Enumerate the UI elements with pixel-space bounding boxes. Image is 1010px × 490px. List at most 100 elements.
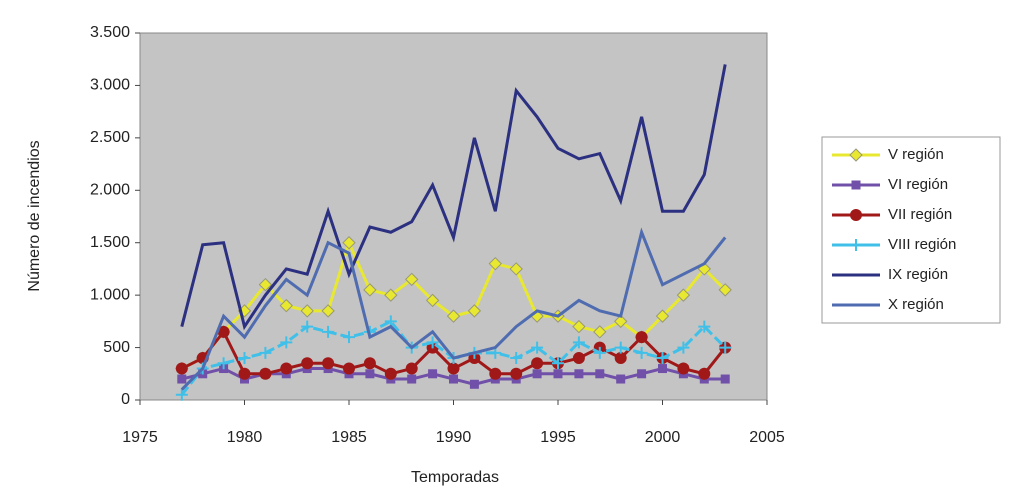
marker — [635, 331, 648, 344]
marker — [280, 336, 293, 349]
legend-marker — [849, 148, 863, 162]
y-tick-label: 500 — [103, 339, 130, 356]
marker — [572, 319, 586, 334]
y-axis-title: Número de incendios — [26, 140, 43, 291]
marker — [677, 362, 690, 375]
marker — [175, 362, 188, 375]
marker — [322, 357, 335, 370]
marker — [280, 362, 293, 375]
marker — [449, 374, 458, 384]
marker — [614, 341, 627, 354]
marker — [510, 367, 523, 380]
marker — [238, 352, 251, 365]
marker — [572, 352, 585, 365]
y-tick-label: 1.500 — [90, 234, 130, 251]
marker — [217, 325, 230, 338]
marker — [425, 293, 440, 308]
marker — [469, 379, 479, 389]
marker — [343, 362, 355, 375]
x-tick-label: 1990 — [436, 429, 472, 446]
marker — [676, 288, 691, 302]
marker — [321, 304, 335, 318]
marker — [238, 367, 251, 380]
legend-label: VIII región — [888, 236, 956, 253]
marker — [616, 374, 626, 384]
x-tick-label: 2000 — [645, 429, 681, 446]
marker — [613, 314, 628, 329]
x-tick-label: 1975 — [122, 429, 158, 446]
marker — [531, 357, 544, 370]
legend-label: VII región — [888, 206, 952, 223]
marker — [363, 357, 376, 370]
marker — [384, 288, 398, 302]
marker — [407, 374, 417, 384]
x-tick-label: 1985 — [331, 429, 367, 446]
marker — [658, 364, 667, 374]
legend-marker — [850, 209, 862, 221]
legend-box — [821, 136, 1001, 324]
legend-label: IX región — [888, 266, 948, 283]
marker — [446, 309, 461, 323]
marker — [552, 357, 564, 370]
marker — [300, 304, 314, 318]
marker — [363, 283, 377, 297]
marker — [259, 367, 272, 380]
x-tick-label: 2005 — [749, 429, 785, 446]
marker — [531, 341, 544, 354]
marker — [258, 277, 273, 292]
marker — [343, 331, 355, 344]
marker — [614, 352, 627, 365]
legend-marker — [850, 239, 862, 251]
marker — [698, 367, 711, 380]
marker — [404, 272, 419, 287]
marker — [572, 336, 585, 349]
y-tick-label: 3.000 — [90, 77, 130, 94]
y-tick-label: 2.000 — [90, 182, 130, 199]
marker — [322, 325, 335, 338]
marker — [426, 336, 439, 349]
marker — [719, 341, 732, 354]
marker — [553, 369, 563, 379]
series-line — [180, 64, 727, 331]
marker — [595, 369, 605, 379]
marker — [177, 374, 187, 384]
marker — [301, 357, 314, 370]
x-tick-label: 1995 — [540, 429, 576, 446]
series-line — [180, 227, 727, 391]
marker — [698, 320, 711, 333]
marker — [593, 346, 606, 359]
marker — [718, 283, 732, 297]
marker — [677, 341, 690, 354]
marker — [365, 369, 375, 379]
marker — [510, 352, 523, 365]
marker — [447, 362, 460, 375]
marker — [428, 369, 438, 379]
y-tick-label: 0 — [121, 391, 130, 408]
y-tick-label: 1.000 — [90, 286, 130, 303]
marker — [342, 236, 356, 250]
marker — [489, 367, 502, 380]
legend-label: VI región — [888, 176, 948, 193]
marker — [574, 369, 584, 379]
legend-marker — [851, 180, 861, 190]
marker — [655, 309, 670, 323]
marker — [532, 369, 542, 379]
marker — [720, 374, 730, 384]
x-tick-label: 1980 — [227, 429, 263, 446]
marker — [467, 304, 482, 318]
marker — [488, 256, 503, 271]
marker — [301, 320, 314, 333]
x-axis-title: Temporadas — [411, 469, 499, 486]
marker — [279, 298, 294, 313]
y-tick-label: 3.500 — [90, 24, 130, 41]
marker — [217, 357, 230, 370]
marker — [175, 388, 188, 401]
marker — [509, 262, 523, 276]
marker — [593, 325, 607, 339]
marker — [635, 346, 648, 359]
marker — [637, 369, 647, 379]
marker — [405, 362, 418, 375]
marker — [384, 367, 397, 380]
legend-label: X región — [888, 296, 944, 313]
